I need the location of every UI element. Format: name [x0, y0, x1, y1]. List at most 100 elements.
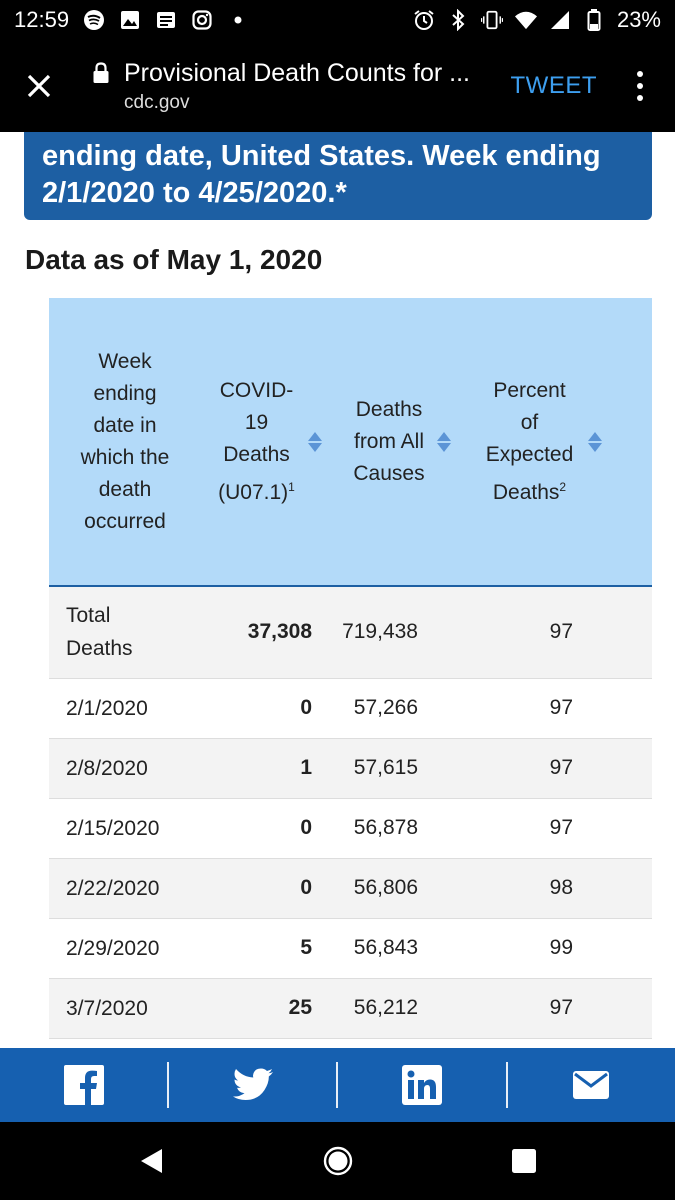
cell-covid-deaths: 25 [201, 978, 338, 1039]
table-heading-card: ending date, United States. Week ending … [24, 132, 652, 220]
cell-percent-expected: 97 [466, 978, 619, 1039]
cell-all-deaths: 56,212 [338, 978, 466, 1039]
header-label: Percent of Expected Deaths [485, 378, 574, 504]
cell-week: 2/8/2020 [49, 738, 201, 799]
cell-covid-deaths: 0 [201, 678, 338, 739]
facebook-icon [63, 1065, 104, 1105]
dot-icon [227, 9, 249, 31]
cell-next [619, 678, 652, 739]
cell-week: 2/1/2020 [49, 678, 201, 739]
cell-all-deaths: 56,843 [338, 918, 466, 979]
email-share-button[interactable] [508, 1048, 675, 1122]
cell-next [619, 858, 652, 919]
sort-icon[interactable] [587, 431, 602, 452]
cell-week: 3/7/2020 [49, 978, 201, 1039]
spotify-icon [83, 9, 105, 31]
overflow-menu-button[interactable] [625, 40, 655, 132]
page-domain: cdc.gov [124, 91, 190, 113]
cell-next [619, 586, 652, 679]
title-block: Provisional Death Counts for ... cdc.gov [78, 59, 511, 114]
cell-percent-expected: 97 [466, 586, 619, 679]
column-header-percent-expected[interactable]: Percent of Expected Deaths2 [466, 298, 619, 587]
heading-line-1: ending date, United States. Week ending [42, 140, 601, 172]
cell-all-deaths: 57,615 [338, 738, 466, 799]
death-counts-table: Week ending date in which the death occu… [49, 298, 652, 1039]
table-row: 2/1/2020 0 57,266 97 [49, 678, 652, 739]
image-icon [119, 9, 141, 31]
header-label: COVID-19 Deaths (U07.1) [218, 378, 294, 504]
data-as-of: Data as of May 1, 2020 [25, 244, 323, 275]
table-row: 2/22/2020 0 56,806 98 [49, 858, 652, 919]
back-icon[interactable] [138, 1147, 166, 1175]
lock-icon [93, 62, 109, 83]
facebook-share-button[interactable] [0, 1048, 167, 1122]
sort-icon[interactable] [307, 431, 322, 452]
cell-percent-expected: 97 [466, 678, 619, 739]
email-icon [573, 1071, 610, 1099]
cell-week: 2/29/2020 [49, 918, 201, 979]
wifi-icon [514, 9, 537, 31]
cell-week: 2/15/2020 [49, 798, 201, 859]
header-label: Week ending date in which the death occu… [80, 349, 170, 533]
clock: 12:59 [14, 7, 70, 32]
home-icon[interactable] [322, 1145, 354, 1177]
cell-next [619, 798, 652, 859]
battery-icon [583, 9, 605, 31]
cell-covid-deaths: 1 [201, 738, 338, 799]
cell-next [619, 918, 652, 979]
column-header-week[interactable]: Week ending date in which the death occu… [49, 298, 201, 587]
cell-all-deaths: 56,806 [338, 858, 466, 919]
cell-percent-expected: 97 [466, 798, 619, 859]
cell-next [619, 738, 652, 799]
tweet-button[interactable]: TWEET [510, 72, 597, 99]
page-title: Provisional Death Counts for ... [124, 58, 470, 87]
column-header-covid[interactable]: COVID-19 Deaths (U07.1)1 [201, 298, 338, 587]
twitter-share-button[interactable] [169, 1048, 336, 1122]
cell-percent-expected: 97 [466, 738, 619, 799]
column-header-next[interactable] [619, 298, 652, 587]
cell-covid-deaths: 0 [201, 798, 338, 859]
cell-covid-deaths: 0 [201, 858, 338, 919]
heading-line-2: 2/1/2020 to 4/25/2020.* [42, 177, 347, 209]
cell-signal-icon [549, 9, 571, 31]
linkedin-share-button[interactable] [338, 1048, 505, 1122]
cell-all-deaths: 56,878 [338, 798, 466, 859]
table-body: Total Deaths 37,308 719,438 97 2/1/2020 0 57,2… [49, 586, 652, 1039]
status-bar: 12:59 [0, 0, 675, 40]
cell-covid-deaths: 5 [201, 918, 338, 979]
cell-all-deaths: 719,438 [338, 586, 466, 679]
cell-percent-expected: 99 [466, 918, 619, 979]
column-header-all-causes[interactable]: Deaths from All Causes [338, 298, 466, 587]
cell-next [619, 978, 652, 1039]
cell-all-deaths: 57,266 [338, 678, 466, 739]
table-row: 2/8/2020 1 57,615 97 [49, 738, 652, 799]
sort-icon[interactable] [437, 431, 451, 452]
footnote-marker: 2 [559, 479, 567, 494]
table-row: 3/7/2020 25 56,212 97 [49, 978, 652, 1039]
header-label: Deaths from All Causes [353, 397, 425, 485]
table-row: 2/29/2020 5 56,843 99 [49, 918, 652, 979]
recents-icon[interactable] [511, 1148, 537, 1174]
cell-covid-deaths: 37,308 [201, 586, 338, 679]
instagram-icon [191, 9, 213, 31]
data-table-scroll[interactable]: Week ending date in which the death occu… [49, 298, 652, 1058]
share-bar [0, 1048, 675, 1122]
custom-tab-toolbar: Provisional Death Counts for ... cdc.gov… [0, 40, 675, 132]
cell-week: 2/22/2020 [49, 858, 201, 919]
battery-percent: 23% [616, 7, 661, 32]
vibrate-icon [480, 9, 503, 31]
twitter-icon [232, 1068, 273, 1100]
table-row-total: Total Deaths 37,308 719,438 97 [49, 586, 652, 679]
table-row: 2/15/2020 0 56,878 97 [49, 798, 652, 859]
cell-week: Total Deaths [49, 586, 201, 679]
cell-percent-expected: 98 [466, 858, 619, 919]
close-button[interactable] [0, 40, 78, 132]
footnote-marker: 1 [288, 479, 295, 494]
bluetooth-icon [447, 9, 469, 31]
alarm-icon [413, 9, 435, 31]
news-icon [155, 9, 177, 31]
system-nav-bar [0, 1122, 675, 1200]
linkedin-icon [402, 1065, 443, 1105]
close-icon [27, 74, 51, 98]
